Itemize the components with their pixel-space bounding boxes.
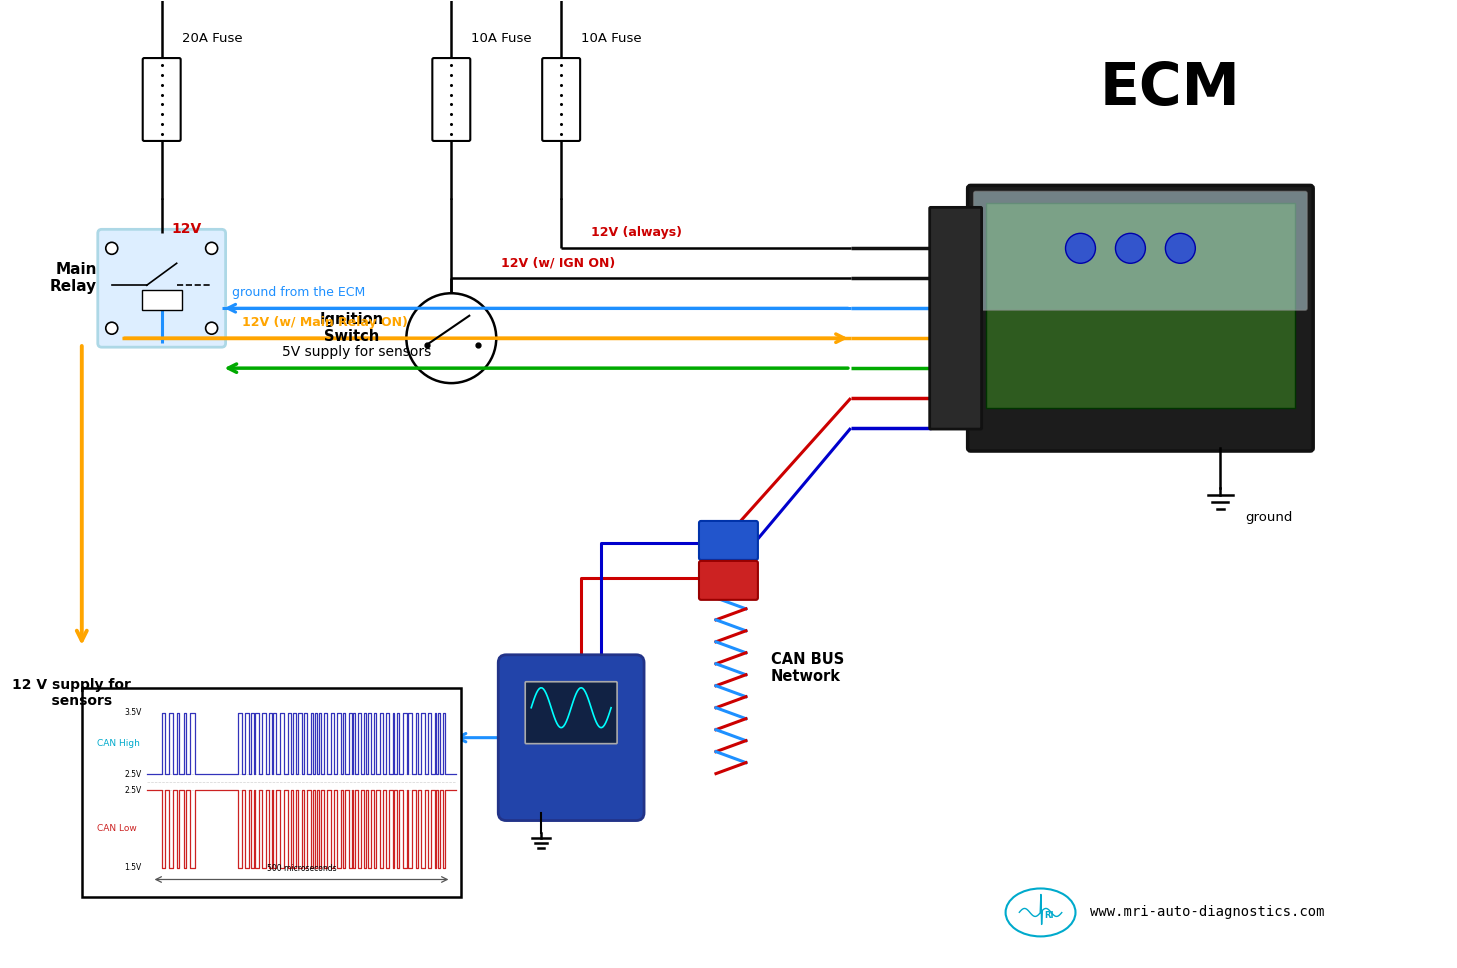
Text: Main
Relay: Main Relay	[50, 262, 96, 294]
Text: CAN BUS
Network: CAN BUS Network	[771, 651, 844, 684]
FancyBboxPatch shape	[699, 560, 758, 600]
FancyBboxPatch shape	[498, 654, 644, 821]
Text: 3.5V: 3.5V	[124, 709, 141, 717]
Circle shape	[205, 242, 217, 255]
FancyBboxPatch shape	[967, 186, 1313, 451]
Text: 12 V supply for
    sensors: 12 V supply for sensors	[12, 678, 131, 708]
FancyBboxPatch shape	[98, 229, 226, 348]
FancyBboxPatch shape	[525, 681, 618, 743]
Text: 20A Fuse: 20A Fuse	[182, 32, 242, 45]
FancyBboxPatch shape	[542, 58, 580, 141]
Circle shape	[106, 242, 118, 255]
Text: ground from the ECM: ground from the ECM	[232, 287, 364, 299]
FancyBboxPatch shape	[699, 521, 758, 560]
Text: 12V (always): 12V (always)	[592, 227, 682, 239]
Text: CAN Low: CAN Low	[96, 825, 137, 833]
Circle shape	[106, 322, 118, 334]
Text: 12V (w/ Main Relay ON): 12V (w/ Main Relay ON)	[242, 317, 408, 329]
Bar	[141, 290, 182, 310]
Text: RI: RI	[1043, 911, 1053, 920]
Circle shape	[407, 293, 497, 383]
Bar	[985, 203, 1295, 408]
Text: ground: ground	[1246, 511, 1292, 525]
Text: 5V supply for sensors: 5V supply for sensors	[281, 346, 431, 359]
Text: ECM: ECM	[1100, 60, 1241, 117]
Text: 2.5V: 2.5V	[124, 786, 141, 795]
FancyBboxPatch shape	[973, 192, 1307, 310]
Text: 12V: 12V	[172, 223, 203, 236]
Text: 500 microseconds: 500 microseconds	[267, 864, 337, 873]
Bar	[82, 687, 462, 897]
Text: 12V (w/ IGN ON): 12V (w/ IGN ON)	[501, 257, 615, 269]
Circle shape	[205, 322, 217, 334]
Text: CAN High: CAN High	[96, 739, 140, 748]
Circle shape	[1116, 233, 1145, 263]
Text: 10A Fuse: 10A Fuse	[471, 32, 532, 45]
FancyBboxPatch shape	[433, 58, 471, 141]
FancyBboxPatch shape	[143, 58, 181, 141]
Text: 10A Fuse: 10A Fuse	[581, 32, 641, 45]
Text: 1.5V: 1.5V	[124, 863, 141, 872]
Circle shape	[1166, 233, 1195, 263]
Text: www.mri-auto-diagnostics.com: www.mri-auto-diagnostics.com	[1090, 905, 1324, 920]
FancyBboxPatch shape	[930, 207, 982, 429]
Ellipse shape	[1005, 889, 1075, 936]
Text: 2.5V: 2.5V	[124, 770, 141, 778]
Circle shape	[1065, 233, 1096, 263]
Text: Ignition
Switch: Ignition Switch	[319, 312, 383, 345]
